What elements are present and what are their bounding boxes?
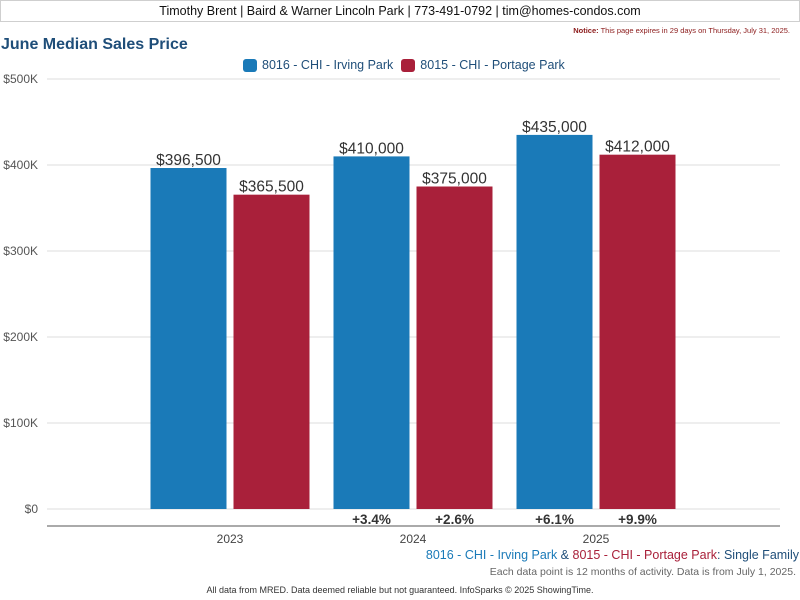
bar-value-label: $396,500 (156, 152, 221, 169)
change-label: +9.9% (618, 512, 657, 527)
chart-subtitle: 8016 - CHI - Irving Park & 8015 - CHI - … (426, 548, 799, 562)
change-label: +6.1% (535, 512, 574, 527)
change-label: +2.6% (435, 512, 474, 527)
bar-portage-park-2025[interactable] (599, 154, 676, 509)
subtitle-property-type: : Single Family (717, 548, 799, 562)
y-tick-label: $100K (3, 416, 38, 430)
bar-irving-park-2024[interactable] (333, 156, 410, 509)
bar-portage-park-2023[interactable] (233, 194, 310, 510)
notice-label: Notice: (573, 26, 599, 35)
bar-value-label: $365,500 (239, 179, 304, 196)
footer: All data from MRED. Data deemed reliable… (206, 585, 594, 595)
header-bar: Timothy Brent | Baird & Warner Lincoln P… (0, 0, 800, 22)
subtitle-area-1: 8016 - CHI - Irving Park (425, 548, 558, 562)
y-tick-label: $500K (3, 72, 38, 86)
subtitle-ampersand: & (557, 548, 573, 562)
legend-swatch-portage-park (401, 58, 416, 72)
change-label: +3.4% (352, 512, 391, 527)
bar-value-label: $375,000 (422, 171, 487, 188)
legend-item-irving-park[interactable]: 8016 - CHI - Irving Park (243, 58, 393, 72)
bar-value-label: $410,000 (339, 140, 404, 157)
bar-irving-park-2025[interactable] (516, 134, 593, 509)
y-tick-label: $300K (3, 244, 38, 258)
legend-swatch-irving-park (243, 58, 257, 72)
chart-legend: 8016 - CHI - Irving Park 8015 - CHI - Po… (243, 58, 573, 72)
x-tick-label: 2023 (217, 532, 244, 546)
y-tick-label: $400K (3, 158, 38, 172)
legend-label-irving-park: 8016 - CHI - Irving Park (262, 58, 394, 72)
x-tick-label: 2025 (583, 532, 610, 546)
subtitle-area-2: 8015 - CHI - Portage Park (572, 548, 718, 562)
contact-line: Timothy Brent | Baird & Warner Lincoln P… (159, 4, 641, 18)
chart-title: June Median Sales Price (1, 36, 188, 53)
x-tick-label: 2024 (400, 532, 427, 546)
legend-item-portage-park[interactable]: 8015 - CHI - Portage Park (401, 58, 565, 72)
bar-value-label: $435,000 (522, 119, 587, 136)
data-note: Each data point is 12 months of activity… (489, 566, 796, 578)
y-tick-label: $0 (25, 502, 39, 516)
expiry-notice: Notice: This page expires in 29 days on … (573, 26, 790, 35)
notice-text: This page expires in 29 days on Thursday… (600, 26, 790, 35)
bar-value-label: $412,000 (605, 139, 670, 156)
bar-chart: $0 $100K $200K $300K $400K $500K $396,500 $365,… (3, 72, 780, 546)
legend-label-portage-park: 8015 - CHI - Portage Park (420, 58, 565, 72)
bar-portage-park-2024[interactable] (416, 186, 493, 510)
bar-irving-park-2023[interactable] (150, 168, 227, 509)
y-tick-label: $200K (3, 330, 38, 344)
